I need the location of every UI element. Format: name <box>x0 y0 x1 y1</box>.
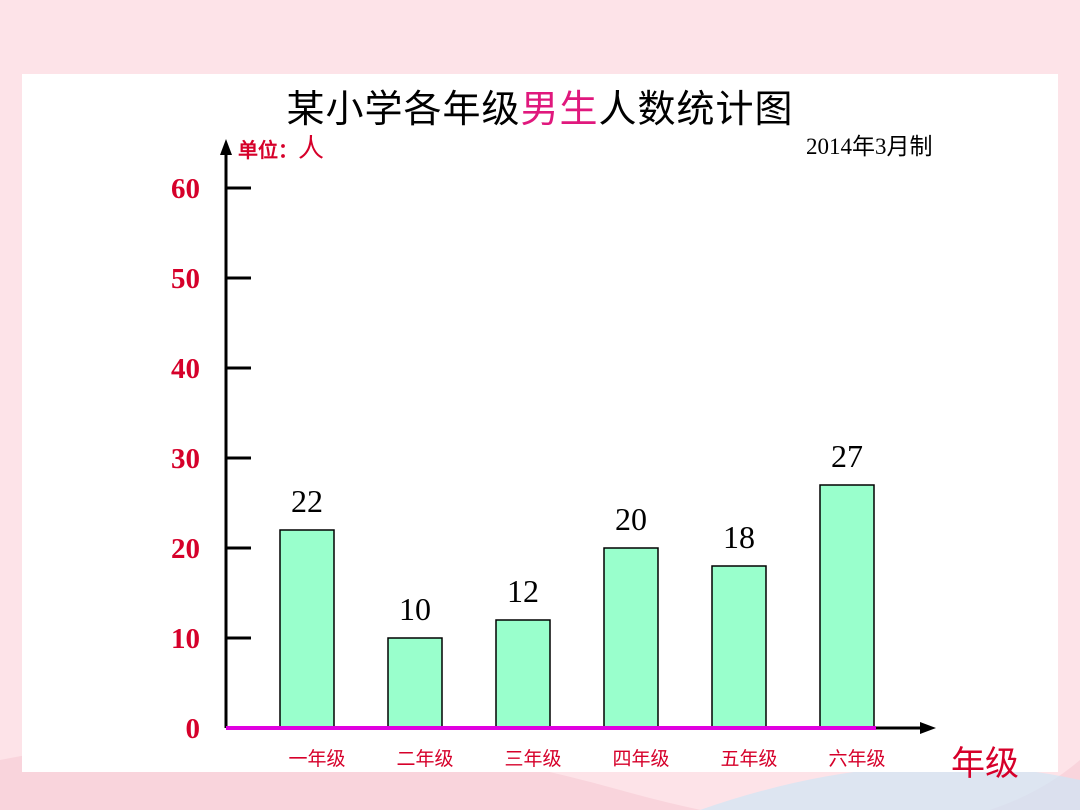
y-axis-unit: 单位：人 <box>238 128 324 165</box>
title-part-highlight: 男生 <box>520 87 599 131</box>
chart-title: 某小学各年级男生人数统计图 <box>0 78 1080 133</box>
y-tick-label-50: 50 <box>171 263 200 295</box>
bar-4 <box>603 547 659 729</box>
y-tick-label-40: 40 <box>171 353 200 385</box>
x-tick-label-2: 二年级 <box>396 748 453 770</box>
data-label-5: 18 <box>723 519 755 555</box>
unit-prefix: 单位： <box>238 138 298 162</box>
x-axis-title: 年级 <box>951 744 1019 784</box>
bar-2 <box>387 637 443 729</box>
data-label-4: 20 <box>615 501 647 537</box>
title-part-1: 某小学各年级 <box>286 87 521 131</box>
y-tick-label-60: 60 <box>171 173 200 205</box>
y-axis-arrow-icon <box>220 139 232 155</box>
data-label-2: 10 <box>399 591 431 627</box>
bar-5 <box>711 565 767 729</box>
y-tick-label-20: 20 <box>171 533 200 565</box>
x-tick-label-4: 四年级 <box>612 748 669 770</box>
data-label-6: 27 <box>831 438 863 474</box>
x-axis-arrow-icon <box>920 722 936 734</box>
date-note: 2014年3月制 <box>806 134 933 159</box>
x-tick-label-5: 五年级 <box>720 748 777 770</box>
x-tick-label-3: 三年级 <box>504 748 561 770</box>
x-tick-label-6: 六年级 <box>828 748 885 770</box>
bar-1 <box>279 529 335 729</box>
unit-value: 人 <box>298 134 325 164</box>
x-tick-label-1: 一年级 <box>288 748 345 770</box>
data-label-1: 22 <box>291 483 323 519</box>
bar-3 <box>495 619 551 729</box>
data-label-3: 12 <box>507 573 539 609</box>
y-tick-label-30: 30 <box>171 443 200 475</box>
y-tick-label-10: 10 <box>171 623 200 655</box>
title-part-3: 人数统计图 <box>598 87 794 131</box>
y-tick-label-0: 0 <box>186 713 201 745</box>
bar-6 <box>819 484 875 729</box>
